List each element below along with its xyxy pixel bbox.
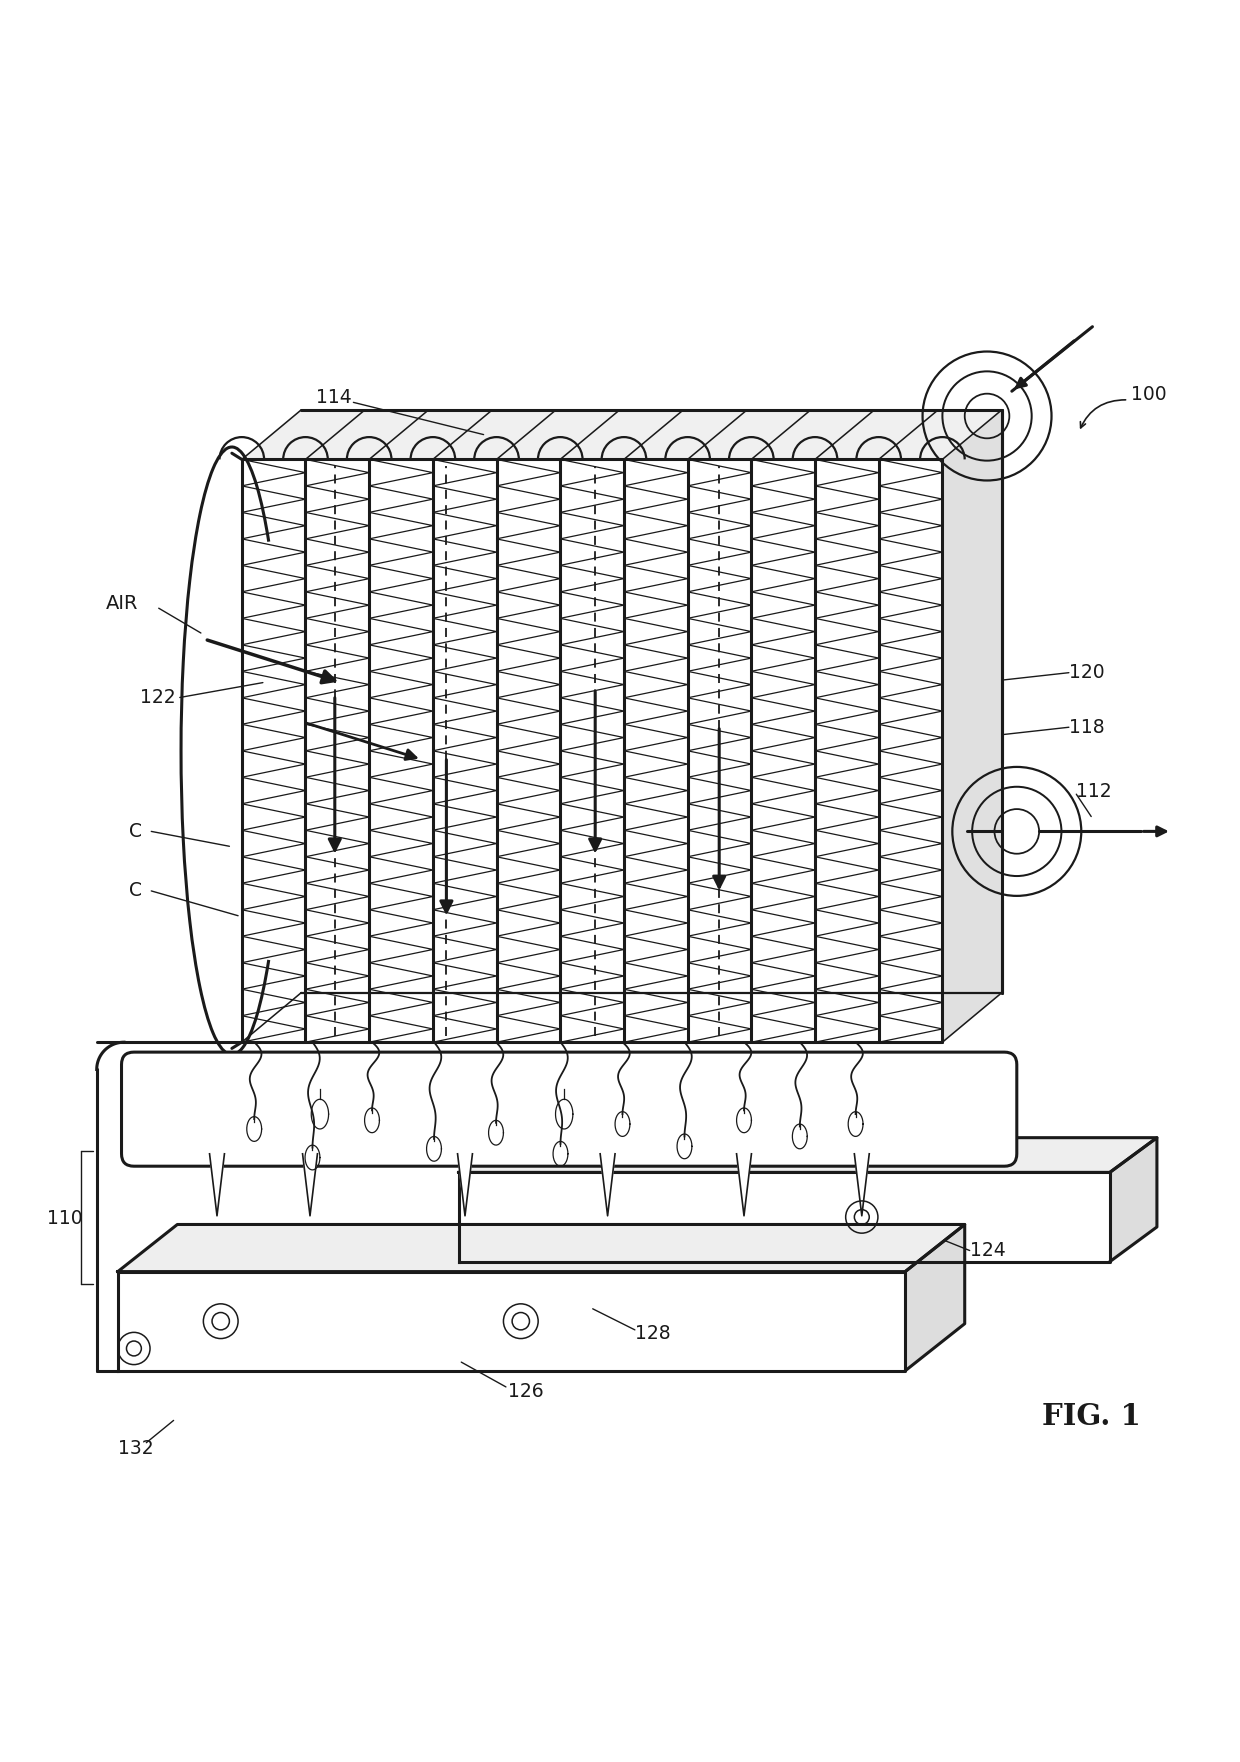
Polygon shape <box>458 1154 472 1216</box>
Text: 126: 126 <box>508 1383 544 1401</box>
Text: 100: 100 <box>1131 386 1167 405</box>
Polygon shape <box>242 460 942 1041</box>
Polygon shape <box>210 1154 224 1216</box>
Polygon shape <box>1110 1138 1157 1262</box>
Polygon shape <box>118 1272 905 1371</box>
Text: 110: 110 <box>47 1209 83 1228</box>
Text: 128: 128 <box>635 1323 671 1343</box>
Text: C: C <box>129 881 141 900</box>
Text: 118: 118 <box>1069 717 1105 737</box>
Polygon shape <box>854 1154 869 1216</box>
Text: 112: 112 <box>1076 782 1112 802</box>
Text: 122: 122 <box>140 687 176 707</box>
Polygon shape <box>600 1154 615 1216</box>
Polygon shape <box>459 1172 1110 1262</box>
Text: 114: 114 <box>316 388 352 407</box>
Text: C: C <box>129 821 141 840</box>
Text: 120: 120 <box>1069 663 1105 682</box>
Polygon shape <box>737 1154 751 1216</box>
Text: FIG. 1: FIG. 1 <box>1042 1403 1141 1431</box>
Polygon shape <box>118 1225 965 1272</box>
Polygon shape <box>942 411 1002 1041</box>
Polygon shape <box>303 1154 317 1216</box>
FancyBboxPatch shape <box>122 1052 1017 1166</box>
Text: 132: 132 <box>118 1440 154 1459</box>
Polygon shape <box>905 1225 965 1371</box>
Polygon shape <box>459 1138 1157 1172</box>
Polygon shape <box>242 411 1002 460</box>
Text: 124: 124 <box>970 1240 1006 1260</box>
Text: AIR: AIR <box>105 594 138 613</box>
